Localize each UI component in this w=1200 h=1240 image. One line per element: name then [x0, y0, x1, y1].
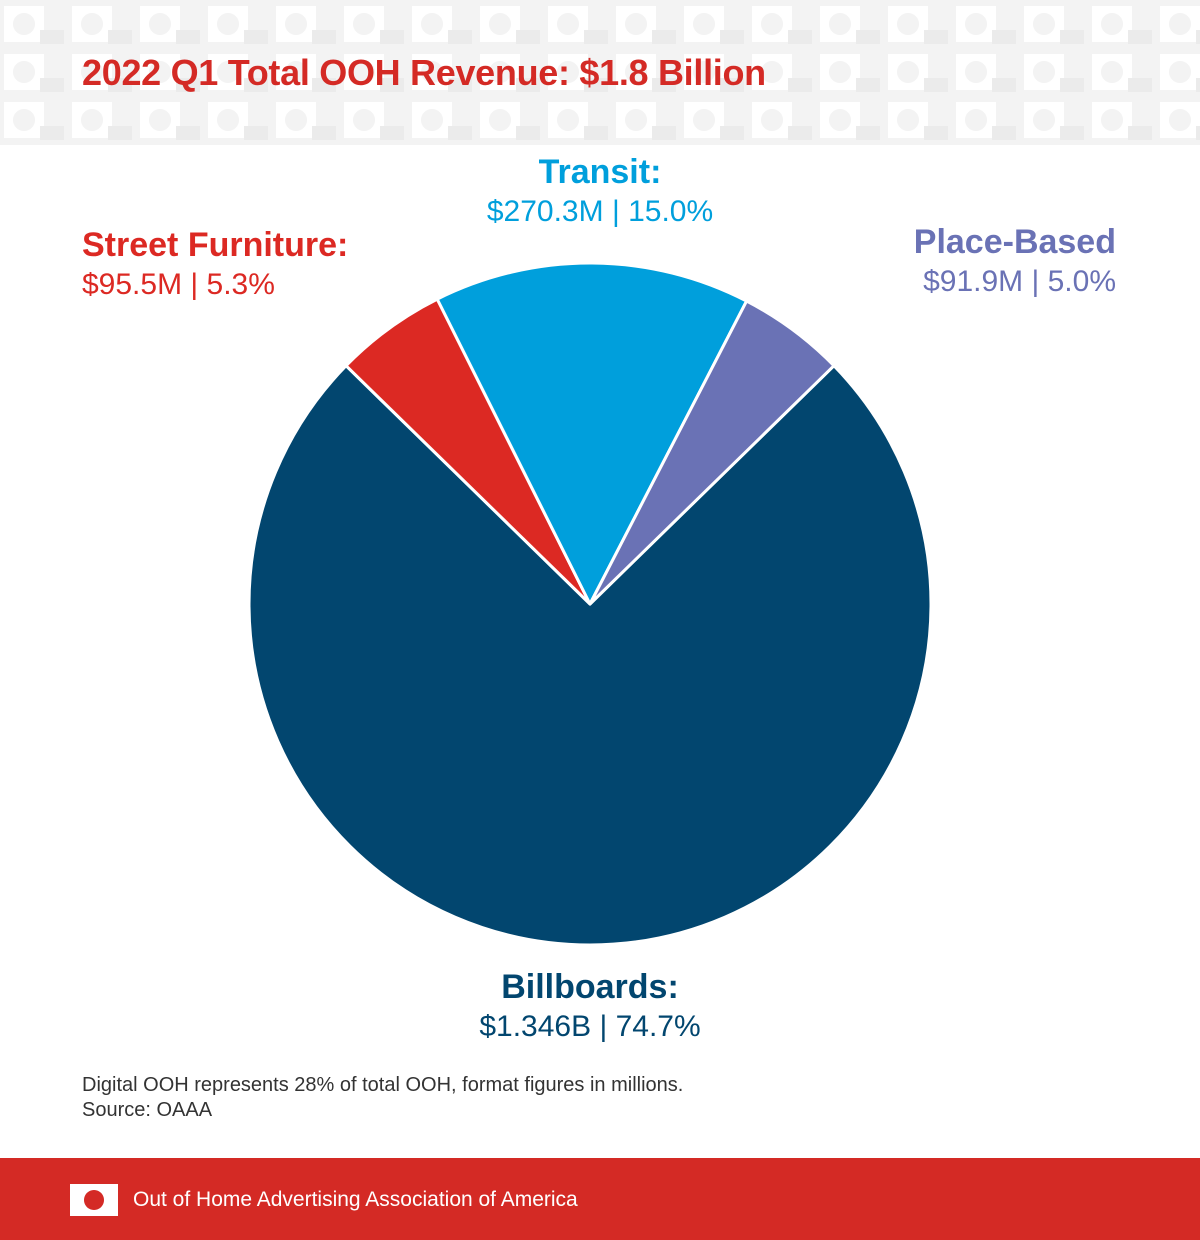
- footnote-digital-share: Digital OOH represents 28% of total OOH,…: [82, 1074, 684, 1096]
- label-street-furniture: Street Furniture: $95.5M | 5.3%: [82, 225, 348, 305]
- label-place-based-value: $91.9M | 5.0%: [923, 265, 1116, 298]
- label-transit: Transit: $270.3M | 15.0%: [400, 152, 800, 232]
- label-street-furniture-value: $95.5M | 5.3%: [82, 268, 275, 301]
- label-billboards: Billboards: $1.346B | 74.7%: [390, 967, 790, 1047]
- label-billboards-value: $1.346B | 74.7%: [479, 1010, 701, 1043]
- footer-organization-name: Out of Home Advertising Association of A…: [133, 1188, 578, 1211]
- header-pattern-band: [0, 0, 1200, 145]
- label-transit-name: Transit:: [538, 153, 662, 191]
- pattern-background: [0, 0, 1200, 145]
- label-place-based: Place-Based $91.9M | 5.0%: [914, 222, 1116, 302]
- label-place-based-name: Place-Based: [913, 223, 1116, 261]
- footnote-source: Source: OAAA: [82, 1099, 213, 1121]
- label-street-furniture-name: Street Furniture:: [82, 226, 349, 264]
- pie-slice-transit: [435, 261, 749, 606]
- footnote: Digital OOH represents 28% of total OOH,…: [82, 1073, 683, 1123]
- pie-slice-place-based: [588, 299, 836, 606]
- footer-bar: Out of Home Advertising Association of A…: [0, 1158, 1200, 1240]
- label-billboards-name: Billboards:: [501, 968, 679, 1006]
- chart-title: 2022 Q1 Total OOH Revenue: $1.8 Billion: [82, 52, 766, 93]
- pie-slice-billboards: [247, 364, 933, 947]
- ooh-logo-icon: [70, 1184, 118, 1216]
- pie-chart: [247, 261, 933, 947]
- label-transit-value: $270.3M | 15.0%: [486, 195, 714, 228]
